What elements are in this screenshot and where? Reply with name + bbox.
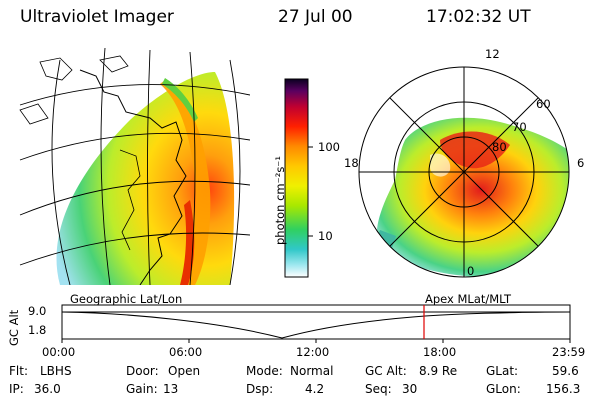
y-tick-9: 9.0 xyxy=(28,304,47,318)
colorbar-unit-label: photon cm⁻²s⁻¹ xyxy=(273,156,287,245)
x-tick-1800: 18:00 xyxy=(423,345,457,359)
seq-value: 30 xyxy=(402,382,418,396)
mlt-label-18: 18 xyxy=(344,156,359,170)
gain-label: Gain: xyxy=(126,382,158,396)
gcalt-value: 8.9 Re xyxy=(419,364,458,378)
timeline-y-label: GC Alt xyxy=(7,309,21,346)
gcalt-label: GC Alt: xyxy=(365,364,407,378)
geographic-image xyxy=(19,47,250,285)
mlt-label-0: 0 xyxy=(467,264,475,278)
polar-plot xyxy=(358,66,570,278)
x-tick-0600: 06:00 xyxy=(169,345,203,359)
mode-label: Mode: xyxy=(246,364,283,378)
colorbar-tick-10: 10 xyxy=(318,229,333,243)
coastline-north-america xyxy=(79,69,187,285)
timeline-left-label: Geographic Lat/Lon xyxy=(70,292,183,306)
y-tick-1-8: 1.8 xyxy=(28,323,47,337)
dsp-value: 4.2 xyxy=(305,382,325,396)
x-tick-1200: 12:00 xyxy=(296,345,330,359)
door-value: Open xyxy=(168,364,201,378)
polar-grid xyxy=(358,66,570,278)
x-tick-marks xyxy=(61,339,571,343)
x-tick-2359: 23:59 xyxy=(552,345,586,359)
seq-label: Seq: xyxy=(365,382,392,396)
aurora-green-streak xyxy=(162,78,198,122)
gain-value: 13 xyxy=(163,382,179,396)
colorbar xyxy=(284,78,313,278)
observation-date: 27 Jul 00 xyxy=(278,7,353,27)
lat-label-60: 60 xyxy=(536,97,551,111)
ip-label: IP: xyxy=(9,382,24,396)
aurora-red-edge xyxy=(180,200,195,285)
observation-time: 17:02:32 UT xyxy=(426,7,531,27)
geo-grid xyxy=(19,47,250,285)
glat-value: 59.6 xyxy=(552,364,579,378)
glon-label: GLon: xyxy=(486,382,521,396)
flt-label: Flt: xyxy=(9,364,28,378)
coastline-islands xyxy=(19,55,129,125)
lat-label-70: 70 xyxy=(512,120,527,134)
colorbar-tick-100: 100 xyxy=(318,140,340,154)
aurora-bright-arc xyxy=(160,80,211,285)
x-tick-0000: 00:00 xyxy=(42,345,76,359)
dsp-label: Dsp: xyxy=(246,382,274,396)
mode-value: Normal xyxy=(290,364,334,378)
flt-value: LBHS xyxy=(40,364,72,378)
timeline-right-label: Apex MLat/MLT xyxy=(425,292,512,306)
mlt-label-6: 6 xyxy=(577,156,585,170)
coastline-inner xyxy=(119,149,141,251)
instrument-title: Ultraviolet Imager xyxy=(20,7,174,27)
glat-label: GLat: xyxy=(486,364,519,378)
mlt-label-12: 12 xyxy=(485,47,500,61)
timeline-panel xyxy=(61,304,571,343)
lat-label-80: 80 xyxy=(492,140,507,154)
altitude-curve xyxy=(61,311,571,339)
ip-value: 36.0 xyxy=(34,382,61,396)
glon-value: 156.3 xyxy=(546,382,581,396)
door-label: Door: xyxy=(126,364,159,378)
